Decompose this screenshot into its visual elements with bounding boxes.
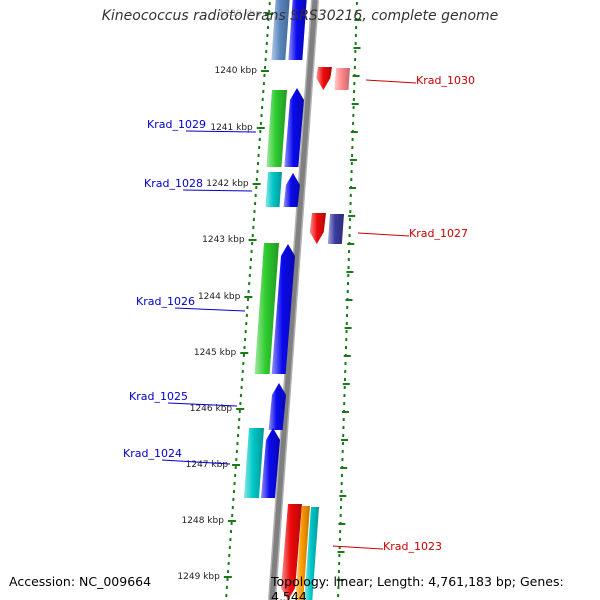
gene-bar-krad-1029: [266, 90, 287, 167]
axis-tick-label: 1244 kbp: [198, 292, 241, 302]
leader-line-left: [167, 402, 238, 407]
accession-label: Accession: NC_009664: [9, 574, 152, 589]
genome-backbone: [269, 0, 318, 600]
axis-tick-label: 1249 kbp: [177, 572, 220, 582]
gene-arrow-krad-1025: [268, 383, 286, 430]
map-title: Kineococcus radiotolerans SRS30216, comp…: [101, 8, 499, 24]
gene-arrow-krad-1027: [309, 213, 326, 244]
gene-bar-krad-1030-pair: [334, 68, 350, 90]
gene-label-left: Krad_1028: [144, 177, 203, 190]
leader-line-left: [174, 307, 246, 312]
leader-line-right: [365, 79, 417, 84]
gene-label-left: Krad_1026: [136, 295, 195, 308]
axis-tick-label: 1245 kbp: [194, 348, 237, 358]
gene-label-right: Krad_1023: [383, 540, 442, 553]
gene-bar-top-left: [271, 0, 290, 60]
gene-bar-krad-1023-cyan: [304, 507, 319, 600]
leader-line-left: [182, 189, 253, 192]
gene-label-left: Krad_1024: [123, 447, 182, 460]
axis-tick-label: 1240 kbp: [215, 66, 258, 76]
gene-arrow-krad-1029: [284, 88, 304, 167]
gene-bar-krad-1028: [265, 172, 282, 207]
axis-tick-label: 1246 kbp: [190, 404, 233, 414]
leader-line-right: [332, 545, 384, 550]
gene-bar-krad-1024: [243, 428, 264, 498]
gene-arrow-krad-1024: [260, 428, 280, 498]
gene-arrow-krad-1023: [281, 504, 302, 600]
leader-line-left: [185, 130, 257, 133]
gene-bar-krad-1026: [254, 243, 279, 374]
leader-line-right: [357, 232, 410, 237]
axis-tick-label: 1239 kbp: [219, 9, 262, 19]
axis-tick-label: 1243 kbp: [202, 235, 245, 245]
gene-bar-krad-1027-pair: [327, 214, 344, 244]
gene-arrow-krad-1026: [271, 244, 295, 374]
axis-tick-label: 1247 kbp: [186, 460, 229, 470]
genome-summary: Topology: linear; Length: 4,761,183 bp; …: [271, 574, 564, 600]
gene-bar-top-right: [288, 0, 307, 60]
gene-bar-krad-1023-orange: [295, 506, 310, 600]
axis-tick-label: 1241 kbp: [210, 123, 253, 133]
gene-label-left: Krad_1025: [129, 390, 188, 403]
gene-label-left: Krad_1029: [147, 118, 206, 131]
gene-label-right: Krad_1030: [416, 74, 475, 87]
gene-arrow-krad-1030: [316, 67, 332, 90]
leader-line-left: [161, 459, 231, 465]
axis-tick-label: 1242 kbp: [206, 179, 249, 189]
axis-tick-label: 1248 kbp: [182, 516, 225, 526]
gene-arrow-krad-1028: [283, 173, 300, 207]
gene-label-right: Krad_1027: [409, 227, 468, 240]
